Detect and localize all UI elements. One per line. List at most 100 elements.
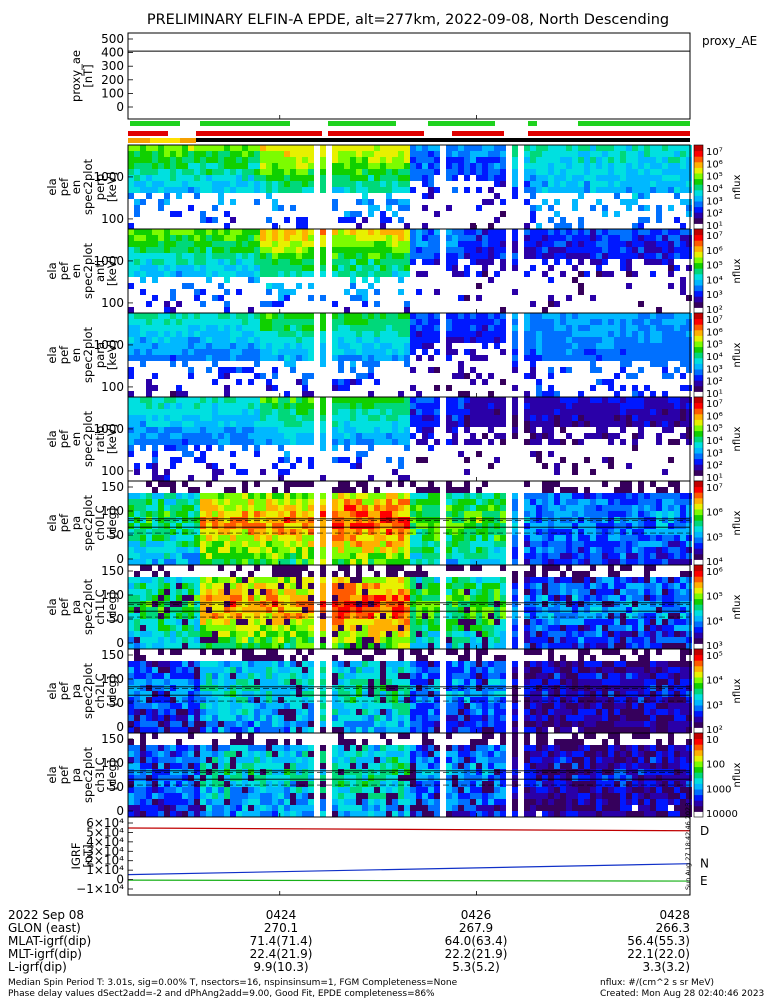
heatmap-cell [494, 547, 500, 553]
heatmap-cell [626, 325, 632, 331]
heatmap-cell [164, 241, 170, 247]
heatmap-cell [164, 247, 170, 253]
heatmap-cell [218, 535, 224, 541]
heatmap-cell [368, 553, 374, 559]
colorbar-label: nflux [732, 258, 743, 283]
heatmap-cell [434, 229, 440, 235]
heatmap-cell [602, 331, 608, 337]
heatmap-cell [356, 523, 362, 529]
heatmap-cell [170, 589, 176, 595]
heatmap-cell [680, 151, 686, 157]
heatmap-cell [620, 541, 626, 547]
heatmap-cell [476, 157, 482, 163]
heatmap-cell [320, 409, 326, 415]
heatmap-cell [572, 349, 578, 355]
heatmap-cell [662, 151, 668, 157]
heatmap-cell [530, 451, 536, 457]
heatmap-cell [476, 241, 482, 247]
heatmap-cell [638, 145, 644, 151]
heatmap-cell [536, 415, 542, 421]
heatmap-cell [230, 535, 236, 541]
heatmap-cell [158, 151, 164, 157]
heatmap-cell [560, 163, 566, 169]
heatmap-cell [296, 433, 302, 439]
heatmap-cell [446, 541, 452, 547]
heatmap-cell [164, 445, 170, 451]
heatmap-cell [308, 331, 314, 337]
heatmap-cell [608, 523, 614, 529]
state-bar-green [428, 121, 495, 126]
heatmap-cell [260, 619, 266, 625]
heatmap-cell [362, 157, 368, 163]
heatmap-cell [572, 169, 578, 175]
heatmap-cell [566, 547, 572, 553]
heatmap-cell [428, 481, 434, 487]
heatmap-cell [482, 505, 488, 511]
heatmap-cell [554, 325, 560, 331]
heatmap-cell [392, 229, 398, 235]
heatmap-cell [422, 343, 428, 349]
heatmap-cell [662, 397, 668, 403]
heatmap-cell [254, 505, 260, 511]
heatmap-cell [566, 325, 572, 331]
heatmap-cell [614, 187, 620, 193]
heatmap-cell [656, 163, 662, 169]
heatmap-cell [668, 265, 674, 271]
heatmap-cell [548, 145, 554, 151]
heatmap-cell [206, 331, 212, 337]
heatmap-cell [284, 229, 290, 235]
heatmap-cell [530, 181, 536, 187]
heatmap-cell [338, 319, 344, 325]
heatmap-cell [494, 145, 500, 151]
heatmap-cell [404, 259, 410, 265]
heatmap-cell [386, 493, 392, 499]
heatmap-cell [158, 205, 164, 211]
colorbar-tick-label: 10³ [706, 196, 723, 207]
heatmap-cell [446, 439, 452, 445]
heatmap-cell [470, 379, 476, 385]
heatmap-cell [266, 259, 272, 265]
heatmap-cell [392, 517, 398, 523]
heatmap-cell [578, 541, 584, 547]
heatmap-cell [560, 253, 566, 259]
heatmap-cell [548, 397, 554, 403]
heatmap-cell [128, 235, 134, 241]
heatmap-cell [446, 331, 452, 337]
heatmap-cell [320, 313, 326, 319]
heatmap-cell [248, 145, 254, 151]
figure-title: PRELIMINARY ELFIN-A EPDE, alt=277km, 202… [147, 12, 669, 28]
heatmap-cell [218, 355, 224, 361]
y-axis-label-line: pef [57, 261, 71, 280]
heatmap-cell [674, 337, 680, 343]
heatmap-cell [170, 247, 176, 253]
colorbar-segment [694, 413, 703, 420]
heatmap-cell [470, 241, 476, 247]
colorbar-tick-label: 10¹ [706, 221, 723, 232]
heatmap-cell [230, 463, 236, 469]
heatmap-cell [152, 499, 158, 505]
heatmap-cell [560, 415, 566, 421]
heatmap-cell [266, 151, 272, 157]
heatmap-cell [182, 361, 188, 367]
heatmap-cell [590, 181, 596, 187]
heatmap-cell [686, 187, 692, 193]
heatmap-cell [224, 325, 230, 331]
heatmap-cell [446, 499, 452, 505]
heatmap-cell [674, 217, 680, 223]
heatmap-cell [626, 511, 632, 517]
heatmap-cell [212, 643, 218, 649]
heatmap-cell [626, 373, 632, 379]
colorbar-label: nflux [732, 174, 743, 199]
heatmap-cell [554, 517, 560, 523]
heatmap-cell [134, 175, 140, 181]
heatmap-cell [554, 343, 560, 349]
heatmap-cell [242, 229, 248, 235]
heatmap-cell [680, 499, 686, 505]
heatmap-cell [662, 421, 668, 427]
heatmap-cell [596, 553, 602, 559]
heatmap-cell [602, 397, 608, 403]
heatmap-cell [422, 229, 428, 235]
heatmap-cell [158, 583, 164, 589]
heatmap-cell [428, 175, 434, 181]
heatmap-cell [170, 175, 176, 181]
